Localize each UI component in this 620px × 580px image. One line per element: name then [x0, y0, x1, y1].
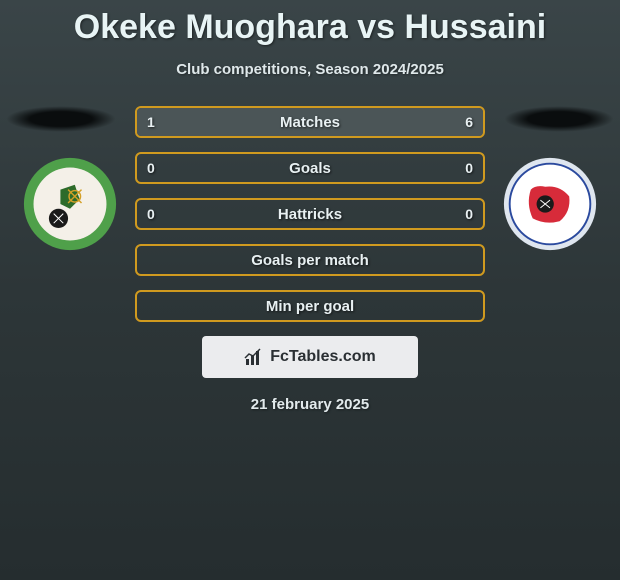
stat-value-right: 0	[465, 160, 473, 176]
date-text: 21 february 2025	[0, 396, 620, 413]
club-logo-right	[502, 156, 598, 252]
stat-value-left: 0	[147, 206, 155, 222]
stat-bar: 0 0 Goals	[135, 152, 485, 184]
stat-value-right: 6	[465, 114, 473, 130]
stat-value-left: 0	[147, 160, 155, 176]
player-shadow-left	[6, 106, 116, 132]
stat-label: Goals	[289, 160, 331, 177]
stat-value-left: 1	[147, 114, 155, 130]
brand-text: FcTables.com	[270, 348, 376, 366]
stat-value-right: 0	[465, 206, 473, 222]
page-title: Okeke Muoghara vs Hussaini	[0, 0, 620, 47]
stat-bar: Goals per match	[135, 244, 485, 276]
chart-icon	[244, 347, 264, 367]
stat-fill-left	[137, 108, 186, 136]
stat-bar: Min per goal	[135, 290, 485, 322]
player-shadow-right	[504, 106, 614, 132]
comparison-content: 1 6 Matches 0 0 Goals 0 0 Hattricks Goals per mat…	[0, 106, 620, 413]
stat-bar: 0 0 Hattricks	[135, 198, 485, 230]
subtitle: Club competitions, Season 2024/2025	[0, 61, 620, 78]
stat-label: Matches	[280, 114, 340, 131]
brand-box: FcTables.com	[202, 336, 418, 378]
stat-label: Goals per match	[251, 252, 369, 269]
stats-bars: 1 6 Matches 0 0 Goals 0 0 Hattricks Goals per mat…	[135, 106, 485, 322]
stat-label: Min per goal	[266, 298, 354, 315]
stat-label: Hattricks	[278, 206, 342, 223]
stat-bar: 1 6 Matches	[135, 106, 485, 138]
club-logo-left	[22, 156, 118, 252]
